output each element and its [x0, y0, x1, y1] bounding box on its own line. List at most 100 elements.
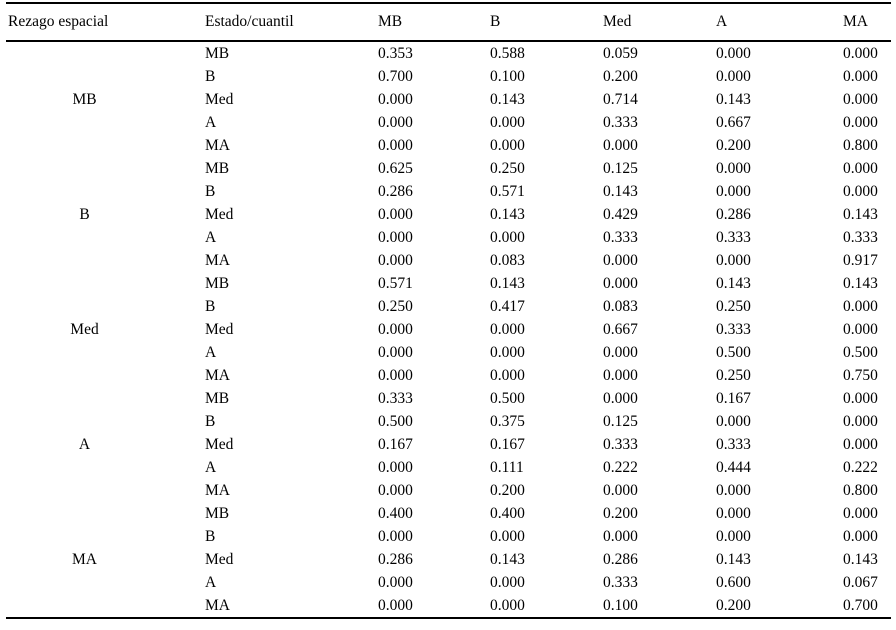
rezago-group-label: Med: [70, 321, 99, 338]
table-row: B 0.000 0.000 0.000 0.000 0.000: [6, 525, 891, 548]
probability-cell: 0.143: [843, 551, 878, 568]
probability-cell: 0.000: [716, 505, 751, 522]
estado-cuantil-cell: Med: [205, 321, 234, 338]
table-row: MA 0.000 0.000 0.100 0.200 0.700: [6, 594, 891, 618]
header-mb: MB: [376, 3, 488, 42]
probability-cell: 0.125: [603, 413, 638, 430]
probability-cell: 0.100: [603, 597, 638, 614]
probability-cell: 0.143: [490, 275, 525, 292]
probability-cell: 0.000: [716, 45, 751, 62]
probability-cell: 0.000: [603, 275, 638, 292]
estado-cuantil-cell: MA: [205, 137, 230, 154]
probability-cell: 0.000: [843, 91, 878, 108]
header-a: A: [714, 3, 841, 42]
probability-cell: 0.286: [716, 206, 751, 223]
probability-cell: 0.000: [843, 413, 878, 430]
table-row: MA 0.000 0.000 0.000 0.250 0.750: [6, 364, 891, 387]
probability-cell: 0.000: [378, 597, 413, 614]
probability-cell: 0.000: [843, 321, 878, 338]
probability-cell: 0.417: [490, 298, 525, 315]
estado-cuantil-cell: Med: [205, 91, 234, 108]
estado-cuantil-cell: B: [205, 528, 216, 545]
probability-cell: 0.000: [843, 390, 878, 407]
probability-cell: 0.222: [603, 459, 638, 476]
estado-cuantil-cell: MB: [205, 505, 230, 522]
probability-cell: 0.250: [716, 298, 751, 315]
table-body: MB MB 0.353 0.588 0.059 0.000 0.000 B 0.700 0.100…: [6, 41, 891, 618]
probability-cell: 0.714: [603, 91, 638, 108]
table-row: MA MB 0.400 0.400 0.200 0.000 0.000: [6, 502, 891, 568]
table-row: Med MB 0.571 0.143 0.000 0.143 0.143: [6, 272, 891, 338]
estado-cuantil-cell: B: [205, 298, 216, 315]
probability-cell: 0.083: [490, 252, 525, 269]
probability-cell: 0.333: [603, 114, 638, 131]
probability-cell: 0.167: [490, 436, 525, 453]
probability-cell: 0.429: [603, 206, 638, 223]
estado-cuantil-cell: MA: [205, 252, 230, 269]
probability-cell: 0.333: [716, 229, 751, 246]
probability-cell: 0.250: [716, 367, 751, 384]
probability-cell: 0.667: [603, 321, 638, 338]
probability-cell: 0.000: [603, 367, 638, 384]
estado-cuantil-cell: MB: [205, 45, 230, 62]
probability-cell: 0.800: [843, 482, 878, 499]
probability-cell: 0.333: [603, 436, 638, 453]
table-row: A 0.000 0.111 0.222 0.444 0.222: [6, 456, 891, 479]
probability-cell: 0.200: [603, 68, 638, 85]
table-header: Rezago espacial Estado/cuantil MB B Med …: [6, 3, 891, 42]
probability-cell: 0.000: [378, 252, 413, 269]
probability-cell: 0.000: [378, 137, 413, 154]
header-ma: MA: [841, 3, 891, 42]
probability-cell: 0.500: [378, 413, 413, 430]
probability-cell: 0.286: [378, 183, 413, 200]
probability-cell: 0.000: [716, 413, 751, 430]
probability-cell: 0.750: [843, 367, 878, 384]
probability-cell: 0.083: [603, 298, 638, 315]
estado-cuantil-cell: MA: [205, 597, 230, 614]
probability-cell: 0.000: [843, 183, 878, 200]
probability-cell: 0.000: [378, 482, 413, 499]
estado-cuantil-cell: Med: [205, 436, 234, 453]
estado-cuantil-cell: MB: [205, 160, 230, 177]
table-row: B 0.500 0.375 0.125 0.000 0.000: [6, 410, 891, 433]
probability-cell: 0.143: [716, 275, 751, 292]
probability-cell: 0.143: [716, 551, 751, 568]
probability-cell: 0.000: [603, 528, 638, 545]
probability-cell: 0.000: [378, 344, 413, 361]
probability-cell: 0.700: [378, 68, 413, 85]
table-row: MB MB 0.353 0.588 0.059 0.000 0.000: [6, 41, 891, 108]
table-row: B 0.250 0.417 0.083 0.250 0.000: [6, 295, 891, 318]
estado-cuantil-cell: MA: [205, 482, 230, 499]
header-row: Rezago espacial Estado/cuantil MB B Med …: [6, 3, 891, 42]
probability-cell: 0.000: [378, 206, 413, 223]
probability-cell: 0.000: [716, 160, 751, 177]
table-row: Med 0.286 0.143 0.286 0.143 0.143: [6, 548, 891, 571]
probability-cell: 0.250: [378, 298, 413, 315]
probability-cell: 0.000: [490, 229, 525, 246]
estado-cuantil-cell: A: [205, 574, 217, 591]
probability-cell: 0.059: [603, 45, 638, 62]
probability-cell: 0.000: [603, 482, 638, 499]
probability-cell: 0.250: [490, 160, 525, 177]
probability-cell: 0.600: [716, 574, 751, 591]
probability-cell: 0.200: [490, 482, 525, 499]
estado-cuantil-cell: B: [205, 68, 216, 85]
table-row: MA 0.000 0.083 0.000 0.000 0.917: [6, 249, 891, 272]
table-row: Med 0.000 0.143 0.714 0.143 0.000: [6, 88, 891, 111]
table-row: B 0.286 0.571 0.143 0.000 0.000: [6, 180, 891, 203]
probability-cell: 0.000: [490, 321, 525, 338]
probability-cell: 0.333: [603, 229, 638, 246]
probability-cell: 0.000: [378, 528, 413, 545]
probability-cell: 0.000: [716, 252, 751, 269]
probability-cell: 0.143: [490, 91, 525, 108]
probability-cell: 0.000: [843, 160, 878, 177]
probability-cell: 0.000: [716, 528, 751, 545]
table-row: MA 0.000 0.200 0.000 0.000 0.800: [6, 479, 891, 502]
probability-cell: 0.000: [716, 183, 751, 200]
header-med: Med: [601, 3, 714, 42]
probability-cell: 0.500: [843, 344, 878, 361]
probability-cell: 0.333: [843, 229, 878, 246]
probability-cell: 0.400: [378, 505, 413, 522]
probability-cell: 0.000: [378, 229, 413, 246]
